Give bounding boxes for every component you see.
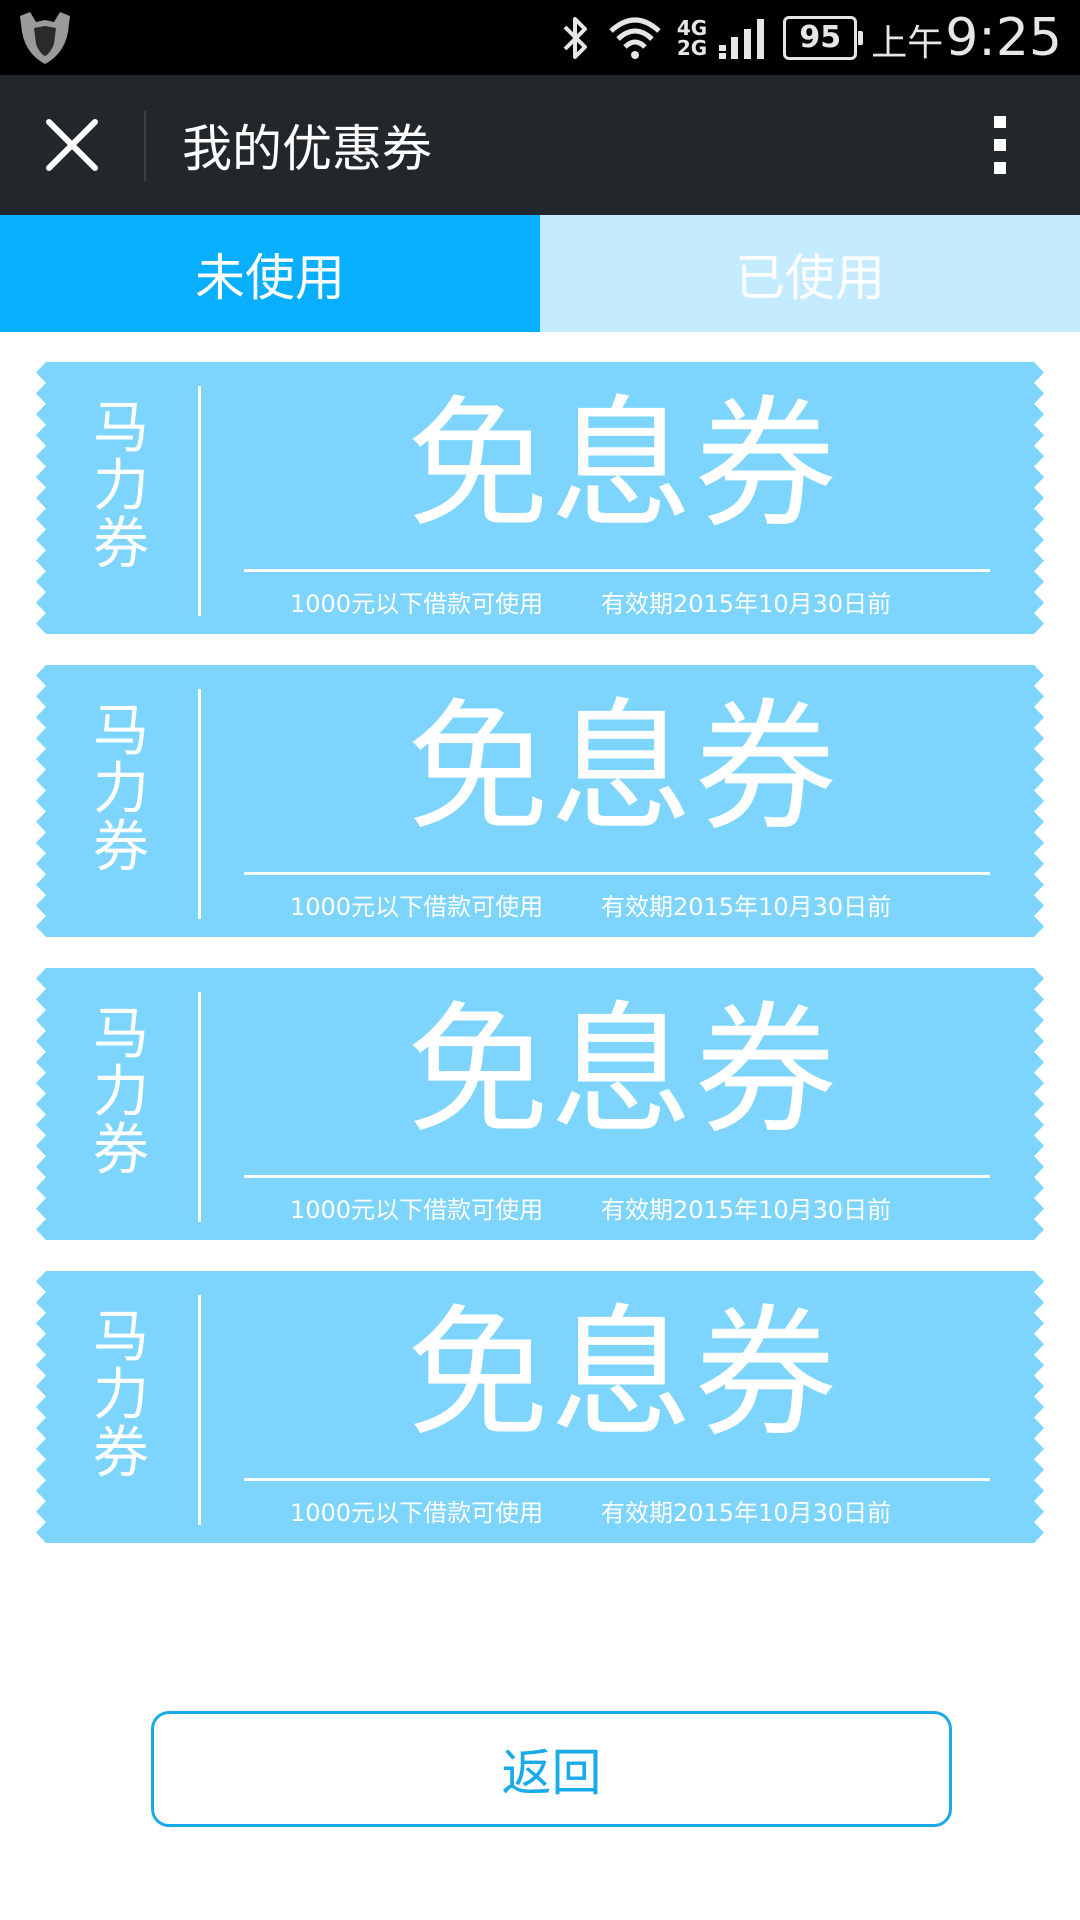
close-button[interactable] (28, 101, 116, 189)
coupon-horizontal-divider (244, 1175, 990, 1178)
coupon-card[interactable]: 马力券 免息券 1000元以下借款可使用 有效期2015年10月30日前 (36, 362, 1044, 634)
coupon-horizontal-divider (244, 872, 990, 875)
coupon-brand-char: 力 (93, 1060, 149, 1125)
bluetooth-icon (559, 15, 593, 61)
coupon-vertical-divider (198, 386, 201, 616)
shield-logo-icon (16, 10, 74, 66)
clock-time: 9:25 (945, 7, 1062, 68)
coupon-brand-label: 马力券 (76, 1309, 166, 1509)
network-type-top: 4G (676, 15, 708, 40)
coupon-brand-label: 马力券 (76, 400, 166, 600)
title-divider (144, 111, 146, 181)
coupon-card[interactable]: 马力券 免息券 1000元以下借款可使用 有效期2015年10月30日前 (36, 1271, 1044, 1543)
coupon-card[interactable]: 马力券 免息券 1000元以下借款可使用 有效期2015年10月30日前 (36, 968, 1044, 1240)
coupon-list: 马力券免息券 1000元以下借款可使用 有效期2015年10月30日前马力券免息券 1… (36, 362, 1044, 1574)
coupon-expiry: 有效期2015年10月30日前 (601, 1499, 892, 1527)
coupon-vertical-divider (198, 992, 201, 1222)
coupon-card[interactable]: 马力券 免息券 1000元以下借款可使用 有效期2015年10月30日前 (36, 665, 1044, 937)
status-bar: 4G 2G 95 上午 9:25 (0, 0, 1080, 75)
status-clock: 上午 9:25 (871, 8, 1062, 68)
clock-ampm: 上午 (871, 22, 944, 64)
more-vertical-icon (994, 116, 1006, 174)
coupon-expiry: 有效期2015年10月30日前 (601, 893, 892, 921)
coupon-vertical-divider (198, 689, 201, 919)
coupon-horizontal-divider (244, 1478, 990, 1481)
close-icon (46, 119, 98, 171)
network-type-bottom: 2G (676, 35, 708, 60)
coupon-brand-char: 力 (93, 454, 149, 519)
coupon-ticket-shape (36, 665, 1044, 937)
coupon-brand-char: 券 (93, 512, 149, 577)
tab-unused[interactable]: 未使用 (0, 215, 540, 332)
back-button[interactable]: 返回 (151, 1711, 952, 1827)
coupon-brand-char: 马 (93, 699, 149, 764)
coupon-brand-label: 马力券 (76, 703, 166, 903)
coupon-condition: 1000元以下借款可使用 (290, 893, 544, 921)
coupon-brand-char: 马 (93, 396, 149, 461)
coupon-name: 免息券 (406, 686, 839, 851)
coupon-brand-char: 券 (93, 1421, 149, 1486)
coupon-name: 免息券 (406, 1292, 839, 1457)
coupon-brand-char: 力 (93, 1363, 149, 1428)
signal-icon (717, 15, 769, 61)
coupon-ticket-shape (36, 968, 1044, 1240)
coupon-vertical-divider (198, 1295, 201, 1525)
title-bar: 我的优惠券 (0, 75, 1080, 215)
coupon-ticket-shape (36, 362, 1044, 634)
more-options-button[interactable] (960, 105, 1040, 185)
page-title: 我的优惠券 (182, 120, 432, 178)
coupon-horizontal-divider (244, 569, 990, 572)
tab-used[interactable]: 已使用 (540, 215, 1080, 332)
coupon-brand-char: 力 (93, 757, 149, 822)
coupon-condition: 1000元以下借款可使用 (290, 1499, 544, 1527)
coupon-condition: 1000元以下借款可使用 (290, 590, 544, 618)
coupon-brand-char: 马 (93, 1305, 149, 1370)
coupon-name: 免息券 (406, 989, 839, 1154)
coupon-condition: 1000元以下借款可使用 (290, 1196, 544, 1224)
status-icons: 4G 2G 95 上午 9:25 (559, 0, 1062, 75)
coupon-brand-label: 马力券 (76, 1006, 166, 1206)
coupon-expiry: 有效期2015年10月30日前 (601, 590, 892, 618)
coupon-tabs: 未使用 已使用 (0, 215, 1080, 332)
coupon-brand-char: 券 (93, 815, 149, 880)
coupon-name: 免息券 (406, 383, 839, 548)
network-type-label: 4G 2G (677, 18, 707, 58)
wifi-icon (607, 15, 663, 61)
coupon-ticket-shape (36, 1271, 1044, 1543)
coupon-expiry: 有效期2015年10月30日前 (601, 1196, 892, 1224)
coupon-brand-char: 马 (93, 1002, 149, 1067)
battery-indicator: 95 (783, 15, 864, 60)
coupon-brand-char: 券 (93, 1118, 149, 1183)
